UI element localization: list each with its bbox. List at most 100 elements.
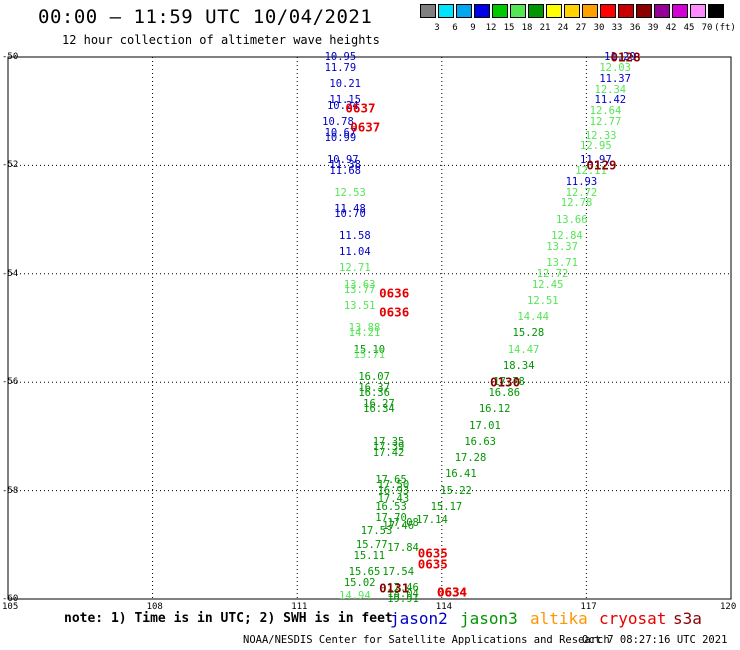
wave-height-value: 12.77 bbox=[589, 116, 622, 129]
color-scale-swatch bbox=[420, 4, 436, 18]
wave-height-value: 17.01 bbox=[469, 419, 501, 432]
wave-height-value: 14.94 bbox=[339, 590, 371, 603]
color-scale-swatch bbox=[690, 4, 706, 18]
wave-height-value: 11.38 bbox=[329, 159, 361, 172]
wave-height-value: 17.46 bbox=[382, 519, 415, 532]
wave-height-value: 15.28 bbox=[512, 327, 545, 340]
wave-height-value: 10.95 bbox=[324, 51, 357, 63]
wave-height-value: 11.42 bbox=[594, 94, 627, 107]
pass-time-label: 0128 bbox=[610, 49, 641, 65]
wave-height-value: 15.02 bbox=[343, 576, 376, 589]
latitude-tick-label: -58 bbox=[2, 485, 19, 496]
color-scale-swatch bbox=[510, 4, 526, 18]
pass-time-label: 0130 bbox=[490, 374, 521, 390]
wave-height-value: 16.36 bbox=[358, 387, 390, 400]
wave-height-value: 11.93 bbox=[565, 175, 598, 188]
wave-height-value: 12.33 bbox=[584, 129, 617, 142]
longitude-tick-label: 108 bbox=[146, 602, 163, 612]
wave-height-value: 18.04 bbox=[387, 587, 419, 600]
wave-height-value: 15.65 bbox=[348, 565, 381, 578]
wave-height-value: 17.42 bbox=[372, 446, 405, 459]
longitude-tick-label: 120 bbox=[720, 602, 737, 612]
wave-height-value: 18.34 bbox=[502, 359, 535, 372]
wave-height-value: 17.53 bbox=[360, 525, 393, 538]
wave-height-value: 11.79 bbox=[324, 61, 357, 74]
wave-height-value: 13.88 bbox=[348, 322, 381, 334]
wave-height-value: 13.77 bbox=[343, 284, 376, 297]
wave-height-value: 19.91 bbox=[387, 593, 419, 605]
color-scale-swatch bbox=[708, 4, 724, 18]
wave-height-value: 11.48 bbox=[334, 202, 366, 215]
wave-height-value: 16.37 bbox=[358, 381, 390, 394]
wave-height-value: 17.65 bbox=[375, 473, 407, 486]
satellite-legend-s3a: s3a bbox=[673, 609, 702, 628]
wave-height-value: 17.70 bbox=[375, 511, 407, 524]
color-scale-label: 33 bbox=[611, 23, 623, 33]
wave-height-value: 16.93 bbox=[377, 484, 410, 497]
color-scale-label: 70 bbox=[701, 23, 713, 33]
map-frame bbox=[7, 56, 732, 600]
wave-height-value: 13.66 bbox=[555, 213, 588, 226]
color-scale-swatch bbox=[636, 4, 652, 18]
pass-time-label: 0634 bbox=[436, 584, 468, 600]
wave-height-value: 15.71 bbox=[353, 349, 386, 362]
color-scale-label: 42 bbox=[665, 23, 677, 33]
credit-line: NOAA/NESDIS Center for Satellite Applica… bbox=[243, 634, 610, 646]
color-scale-swatch bbox=[564, 4, 580, 18]
longitude-tick-label: 114 bbox=[435, 602, 453, 612]
satellite-legend-altika: altika bbox=[530, 609, 588, 628]
wave-height-value: 12.72 bbox=[536, 267, 569, 280]
latitude-tick-label: -56 bbox=[2, 377, 19, 388]
pass-time-label: 0634 bbox=[436, 584, 468, 600]
color-scale-label: 24 bbox=[557, 23, 569, 33]
wave-height-value: 17.35 bbox=[372, 435, 405, 448]
wave-height-value: 17.43 bbox=[377, 492, 410, 505]
wave-height-value: 10.78 bbox=[322, 116, 354, 129]
wave-height-value: 12.64 bbox=[589, 105, 622, 118]
wave-height-value: 15.22 bbox=[440, 484, 472, 497]
satellite-legend-jason3: jason3 bbox=[460, 609, 518, 628]
pass-time-label: 0637 bbox=[350, 119, 381, 135]
generated-timestamp: Oct 7 08:27:16 UTC 2021 bbox=[582, 634, 728, 646]
wave-height-value: 17.78 bbox=[493, 376, 525, 389]
color-scale-label: 39 bbox=[647, 23, 659, 33]
wave-height-value: 14.47 bbox=[507, 343, 540, 356]
wave-height-value: 15.17 bbox=[430, 500, 463, 513]
wave-height-value: 16.27 bbox=[363, 397, 395, 410]
color-scale-swatch bbox=[528, 4, 544, 18]
pass-time-label: 0636 bbox=[379, 285, 410, 301]
satellite-legend-cryosat: cryosat bbox=[599, 609, 667, 628]
wave-height-value: 14.21 bbox=[348, 327, 381, 340]
pass-time-label: 0637 bbox=[345, 100, 376, 116]
color-scale-swatch bbox=[474, 4, 490, 18]
wave-height-value: 11.15 bbox=[329, 94, 361, 107]
wave-height-value: 17.39 bbox=[372, 441, 405, 454]
pass-time-label: 0636 bbox=[379, 304, 410, 320]
pass-time-label: 0131 bbox=[379, 580, 410, 596]
wave-height-value: 11.37 bbox=[599, 72, 631, 85]
wave-height-value: 16.53 bbox=[375, 500, 407, 513]
wave-height-value: 16.41 bbox=[445, 468, 477, 481]
color-scale-label: 9 bbox=[470, 23, 476, 33]
wave-height-value: 17.46 bbox=[387, 582, 419, 595]
wave-height-value: 10.99 bbox=[324, 132, 357, 145]
wave-height-value: 17.50 bbox=[377, 479, 410, 492]
wave-height-value: 10.21 bbox=[329, 78, 361, 91]
footnote: note: 1) Time is in UTC; 2) SWH is in fe… bbox=[64, 611, 393, 626]
wave-height-value: 17.08 bbox=[387, 517, 419, 530]
wave-height-value: 12.95 bbox=[580, 140, 612, 153]
color-scale-label: 3 bbox=[434, 23, 440, 33]
map-title: 00:00 — 11:59 UTC 10/04/2021 bbox=[38, 6, 373, 28]
wave-height-value: 16.86 bbox=[488, 387, 521, 400]
wave-height-value: 13.71 bbox=[546, 256, 578, 269]
wave-height-value: 15.10 bbox=[353, 343, 386, 356]
wave-height-value: 11.20 bbox=[604, 51, 636, 63]
wave-height-value: 12.51 bbox=[527, 294, 559, 307]
color-scale-swatch bbox=[654, 4, 670, 18]
wave-height-value: 11.58 bbox=[339, 229, 371, 242]
pass-time-label: 0129 bbox=[586, 157, 617, 173]
wave-height-value: 12.84 bbox=[551, 229, 583, 242]
wave-height-value: 17.84 bbox=[387, 541, 419, 554]
wave-height-value: 16.07 bbox=[358, 370, 390, 383]
